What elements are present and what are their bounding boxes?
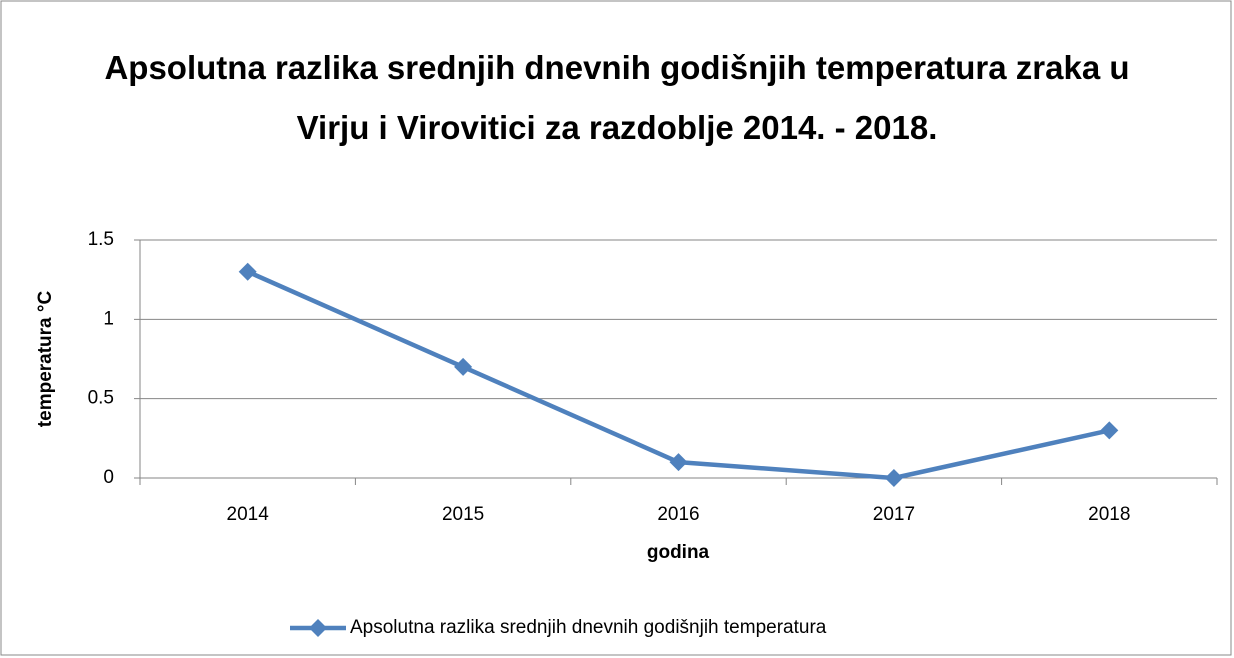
y-tick-label: 0.5: [88, 388, 114, 409]
chart-title: Apsolutna razlika srednjih dnevnih godiš…: [104, 49, 1130, 146]
x-tick-label: 2015: [442, 504, 484, 525]
y-axis-label: temperatura °C: [35, 291, 56, 428]
x-tick-label: 2018: [1088, 504, 1130, 525]
x-tick-label: 2016: [657, 504, 699, 525]
x-tick-label: 2014: [227, 504, 270, 525]
y-tick-label: 1: [103, 308, 114, 329]
legend-label: Apsolutna razlika srednjih dnevnih godiš…: [350, 617, 827, 638]
data-point: [884, 469, 903, 487]
data-point: [669, 453, 688, 472]
legend-marker: [309, 619, 327, 637]
data-point: [454, 357, 473, 376]
data-point: [1100, 421, 1119, 440]
x-tick-label: 2017: [873, 504, 915, 525]
y-tick-label: 1.5: [88, 229, 114, 250]
y-tick-label: 0: [103, 467, 114, 488]
data-point: [238, 262, 257, 281]
x-axis-label: godina: [647, 542, 710, 563]
